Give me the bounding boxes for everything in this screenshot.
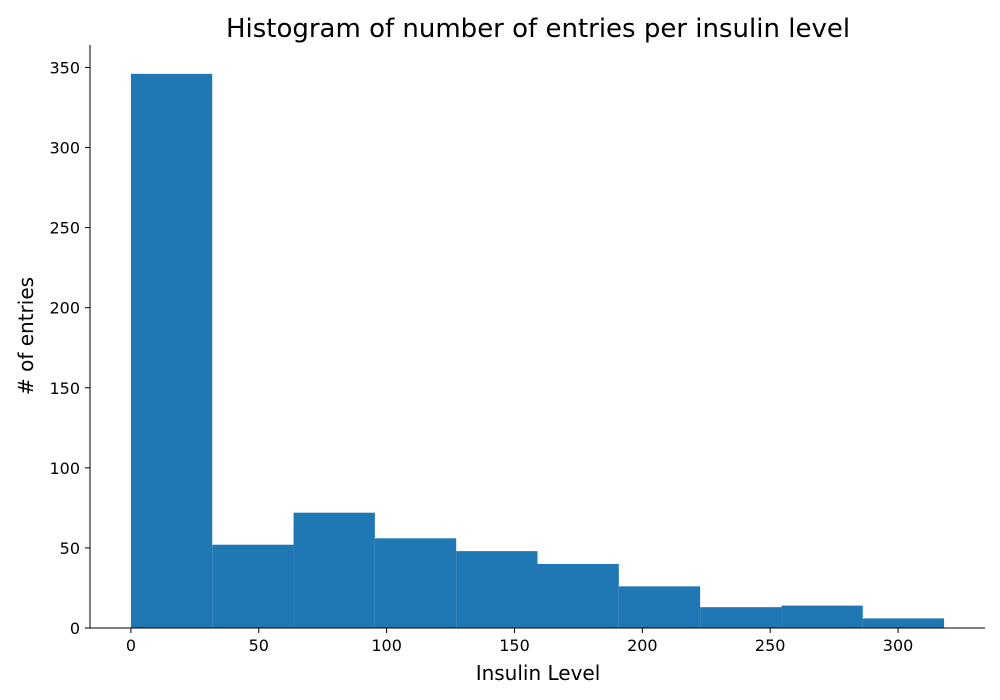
histogram-bar <box>374 538 457 628</box>
histogram-bar <box>781 605 863 628</box>
bars-group <box>130 73 945 629</box>
y-tick-label: 150 <box>49 379 80 398</box>
y-tick-label: 50 <box>60 539 80 558</box>
y-tick-label: 0 <box>70 619 80 638</box>
histogram-bar <box>130 73 213 629</box>
x-tick-label: 50 <box>249 636 269 655</box>
x-axis-label: Insulin Level <box>476 661 601 685</box>
y-tick-label: 200 <box>49 299 80 318</box>
chart-title: Histogram of number of entries per insul… <box>226 14 850 44</box>
y-axis-ticks: 0 50 100 150 200 250 300 350 <box>49 58 90 638</box>
x-tick-label: 300 <box>883 636 914 655</box>
histogram-bar <box>456 551 538 628</box>
x-tick-label: 150 <box>499 636 530 655</box>
histogram-bar <box>618 586 701 628</box>
x-tick-label: 0 <box>126 636 136 655</box>
histogram-bar <box>212 544 294 628</box>
x-tick-label: 100 <box>371 636 402 655</box>
x-tick-label: 250 <box>755 636 786 655</box>
y-tick-label: 350 <box>49 58 80 77</box>
y-tick-label: 250 <box>49 219 80 238</box>
y-tick-label: 100 <box>49 459 80 478</box>
y-axis-label: # of entries <box>14 277 38 395</box>
y-tick-label: 300 <box>49 139 80 158</box>
histogram-bar <box>862 618 945 628</box>
histogram-bar <box>537 563 619 628</box>
histogram-bar <box>293 512 375 628</box>
x-tick-label: 200 <box>627 636 658 655</box>
histogram-bar <box>700 607 782 628</box>
x-axis-ticks: 0 50 100 150 200 250 300 <box>126 628 914 655</box>
